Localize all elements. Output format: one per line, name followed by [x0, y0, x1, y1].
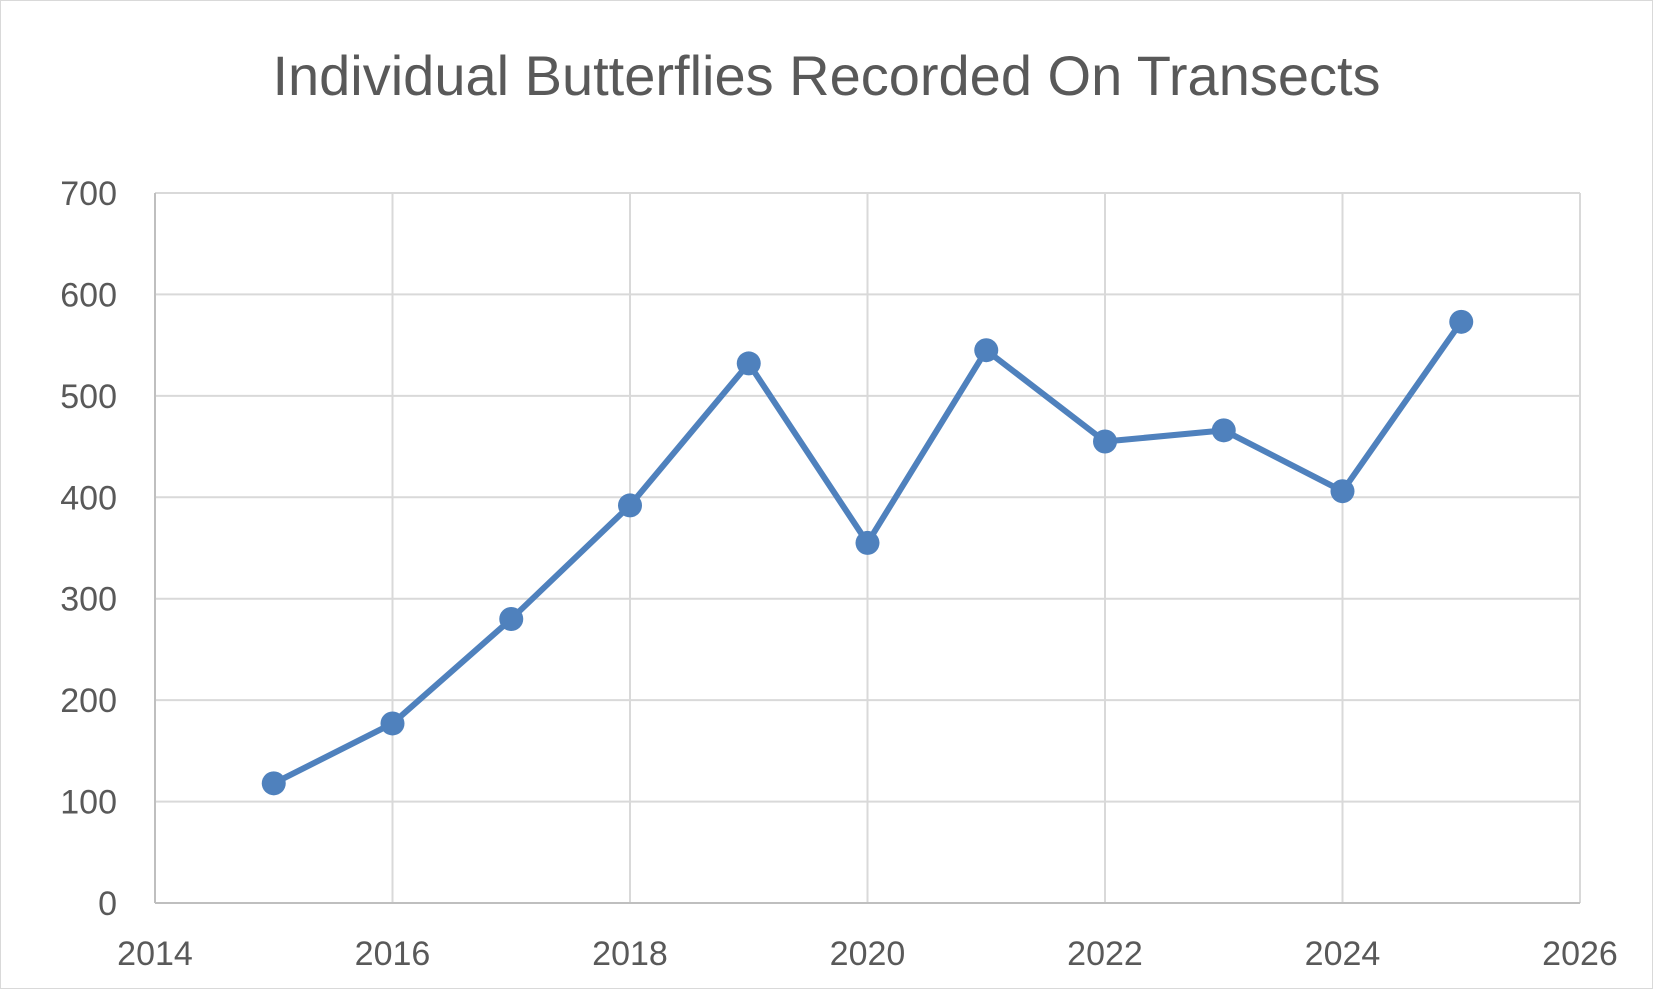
data-point — [736, 351, 761, 376]
x-tick-label: 2020 — [830, 935, 906, 973]
data-point — [499, 607, 524, 631]
data-point — [618, 493, 642, 518]
data-point — [855, 530, 880, 555]
y-tick-label: 100 — [60, 784, 117, 822]
y-tick-label: 400 — [60, 479, 117, 517]
y-tick-label: 0 — [98, 885, 117, 923]
data-point — [1211, 418, 1236, 443]
data-point — [974, 338, 999, 363]
chart-title: Individual Butterflies Recorded On Trans… — [272, 44, 1381, 107]
data-point — [1093, 429, 1117, 454]
data-series — [261, 309, 1474, 796]
y-tick-label: 300 — [60, 581, 117, 619]
y-tick-label: 200 — [60, 682, 117, 720]
tick-labels: 0 100 200 300 400 500 600 700 2014 2016 2018 2020 20… — [60, 175, 1618, 973]
x-tick-label: 2018 — [592, 935, 668, 973]
x-tick-label: 2014 — [117, 935, 193, 973]
y-tick-label: 700 — [60, 175, 117, 213]
data-point — [261, 771, 286, 796]
x-tick-label: 2016 — [355, 935, 431, 973]
data-point — [1449, 309, 1474, 334]
x-tick-label: 2026 — [1542, 935, 1618, 973]
axes — [154, 193, 1580, 904]
y-tick-label: 500 — [60, 378, 117, 416]
x-tick-label: 2024 — [1305, 935, 1381, 973]
x-tick-label: 2022 — [1067, 935, 1143, 973]
data-point — [1330, 479, 1355, 504]
y-tick-label: 600 — [60, 276, 117, 314]
data-point — [380, 711, 405, 736]
